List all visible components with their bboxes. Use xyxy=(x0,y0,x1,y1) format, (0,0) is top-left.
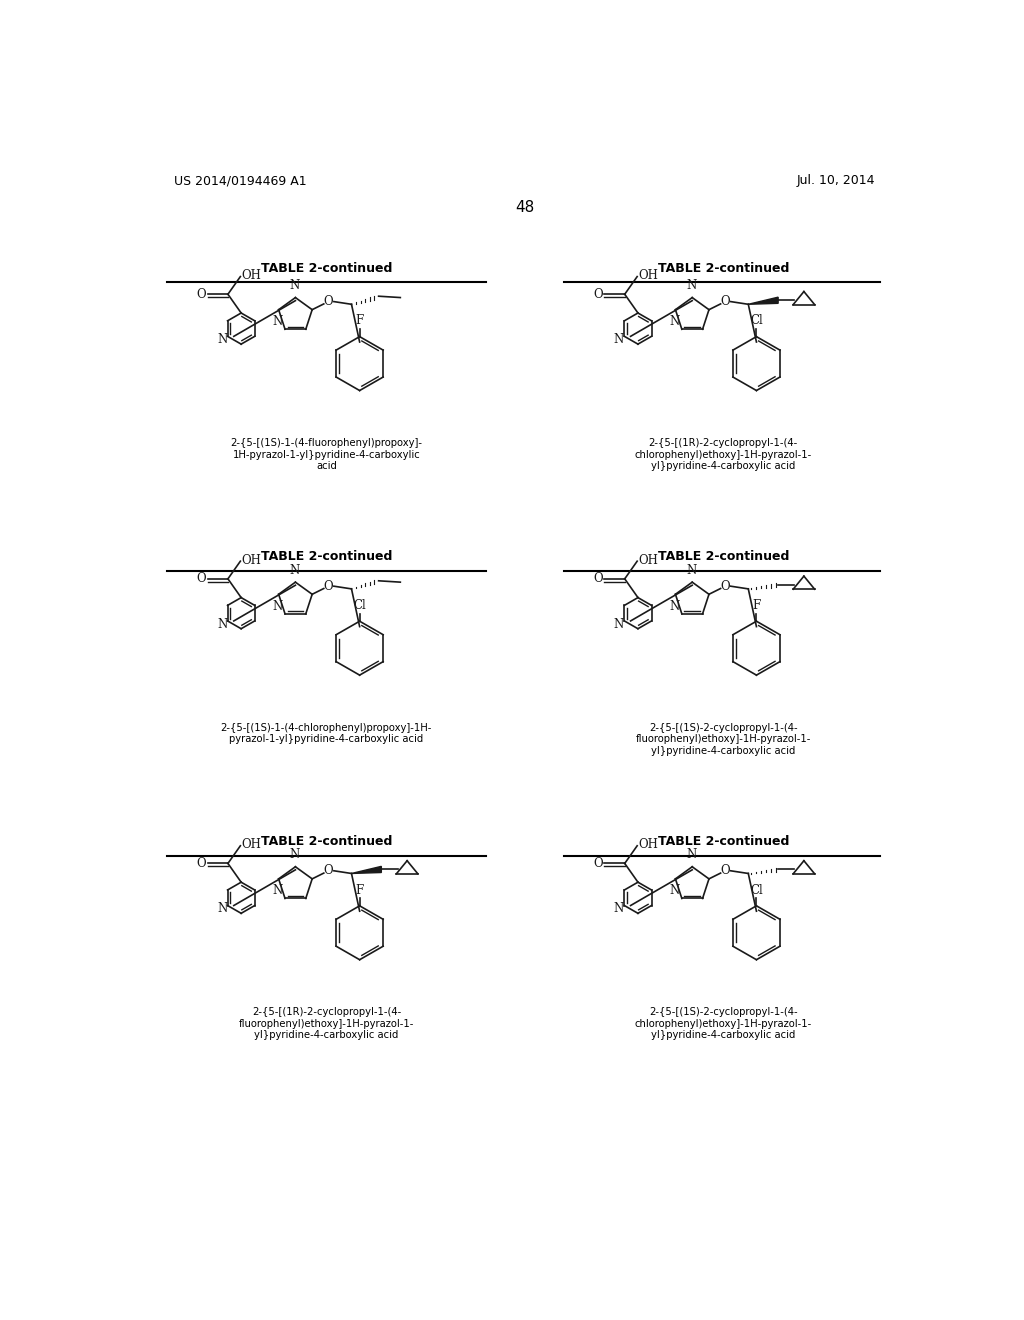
Text: N: N xyxy=(613,333,624,346)
Text: 2-{5-[(1R)-2-cyclopropyl-1-(4-
fluorophenyl)ethoxy]-1H-pyrazol-1-
yl}pyridine-4-: 2-{5-[(1R)-2-cyclopropyl-1-(4- fluorophe… xyxy=(239,1007,414,1040)
Text: OH: OH xyxy=(242,554,261,566)
Text: O: O xyxy=(593,857,603,870)
Text: O: O xyxy=(721,296,730,308)
Text: OH: OH xyxy=(638,554,658,566)
Text: 2-{5-[(1S)-1-(4-fluorophenyl)propoxy]-
1H-pyrazol-1-yl}pyridine-4-carboxylic
aci: 2-{5-[(1S)-1-(4-fluorophenyl)propoxy]- 1… xyxy=(230,438,422,471)
Text: F: F xyxy=(355,314,364,327)
Text: Cl: Cl xyxy=(750,883,763,896)
Text: N: N xyxy=(272,315,283,329)
Text: N: N xyxy=(670,315,680,329)
Text: TABLE 2-continued: TABLE 2-continued xyxy=(657,836,788,847)
Text: OH: OH xyxy=(638,269,658,282)
Text: N: N xyxy=(290,280,300,292)
Text: 2-{5-[(1S)-2-cyclopropyl-1-(4-
fluorophenyl)ethoxy]-1H-pyrazol-1-
yl}pyridine-4-: 2-{5-[(1S)-2-cyclopropyl-1-(4- fluorophe… xyxy=(636,722,811,756)
Text: TABLE 2-continued: TABLE 2-continued xyxy=(261,836,392,847)
Text: F: F xyxy=(355,883,364,896)
Text: N: N xyxy=(686,564,696,577)
Text: N: N xyxy=(217,902,227,915)
Text: N: N xyxy=(217,333,227,346)
Text: TABLE 2-continued: TABLE 2-continued xyxy=(657,261,788,275)
Text: US 2014/0194469 A1: US 2014/0194469 A1 xyxy=(174,174,307,187)
Text: O: O xyxy=(324,865,333,878)
Text: Cl: Cl xyxy=(353,599,366,612)
Text: N: N xyxy=(290,564,300,577)
Text: Cl: Cl xyxy=(750,314,763,327)
Text: 2-{5-[(1S)-2-cyclopropyl-1-(4-
chlorophenyl)ethoxy]-1H-pyrazol-1-
yl}pyridine-4-: 2-{5-[(1S)-2-cyclopropyl-1-(4- chlorophe… xyxy=(635,1007,812,1040)
Text: O: O xyxy=(324,296,333,308)
Text: N: N xyxy=(670,884,680,898)
Text: O: O xyxy=(197,288,206,301)
Text: N: N xyxy=(686,280,696,292)
Text: TABLE 2-continued: TABLE 2-continued xyxy=(261,261,392,275)
Text: O: O xyxy=(324,579,333,593)
Text: N: N xyxy=(272,599,283,612)
Text: N: N xyxy=(217,618,227,631)
Text: N: N xyxy=(290,849,300,862)
Text: O: O xyxy=(721,865,730,878)
Text: N: N xyxy=(670,599,680,612)
Text: O: O xyxy=(197,573,206,585)
Text: N: N xyxy=(272,884,283,898)
Text: N: N xyxy=(686,849,696,862)
Text: N: N xyxy=(613,902,624,915)
Text: O: O xyxy=(197,857,206,870)
Text: N: N xyxy=(613,618,624,631)
Text: 2-{5-[(1S)-1-(4-chlorophenyl)propoxy]-1H-
pyrazol-1-yl}pyridine-4-carboxylic aci: 2-{5-[(1S)-1-(4-chlorophenyl)propoxy]-1H… xyxy=(221,722,432,744)
Polygon shape xyxy=(351,866,381,874)
Polygon shape xyxy=(749,297,778,305)
Text: TABLE 2-continued: TABLE 2-continued xyxy=(261,550,392,564)
Text: O: O xyxy=(721,579,730,593)
Text: 2-{5-[(1R)-2-cyclopropyl-1-(4-
chlorophenyl)ethoxy]-1H-pyrazol-1-
yl}pyridine-4-: 2-{5-[(1R)-2-cyclopropyl-1-(4- chlorophe… xyxy=(635,438,812,471)
Text: O: O xyxy=(593,288,603,301)
Text: OH: OH xyxy=(242,838,261,851)
Text: O: O xyxy=(593,573,603,585)
Text: F: F xyxy=(753,599,761,612)
Text: Jul. 10, 2014: Jul. 10, 2014 xyxy=(797,174,876,187)
Text: OH: OH xyxy=(638,838,658,851)
Text: OH: OH xyxy=(242,269,261,282)
Text: 48: 48 xyxy=(515,199,535,215)
Text: TABLE 2-continued: TABLE 2-continued xyxy=(657,550,788,564)
